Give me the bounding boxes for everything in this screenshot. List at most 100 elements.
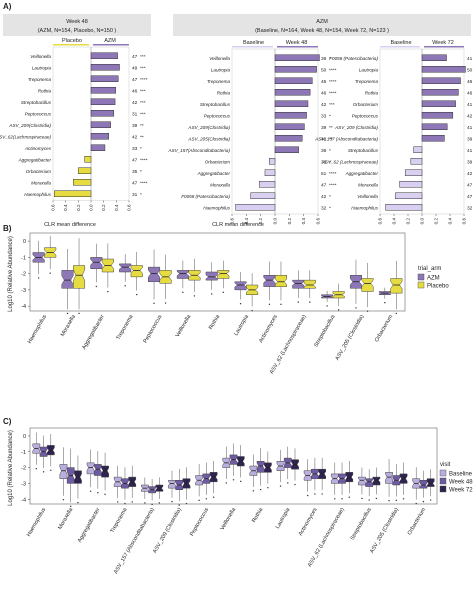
a3-bar xyxy=(421,66,466,73)
c-box xyxy=(365,478,374,487)
a2-n-label: 46 xyxy=(321,90,327,96)
a3-n-label: 41 xyxy=(467,125,473,131)
b-xtick-label: Haemophilus xyxy=(27,314,48,345)
c-outlier xyxy=(171,500,173,503)
c-outlier xyxy=(77,501,79,504)
a3-bar xyxy=(421,89,459,96)
a3-tick-label: 0.6 xyxy=(462,218,467,225)
a1-n-label: 46 xyxy=(132,88,138,94)
a3-bar xyxy=(413,146,423,153)
c-outlier xyxy=(232,479,235,481)
a3-taxon-label: Peptococcus xyxy=(352,113,379,118)
a2-bar xyxy=(264,169,276,176)
b-box xyxy=(217,270,230,279)
cleg-swatch xyxy=(439,469,447,477)
b-box xyxy=(73,265,86,289)
a2-tick-label: 0.2 xyxy=(258,218,263,225)
a3-bar xyxy=(385,204,423,211)
c-outlier xyxy=(306,494,309,497)
azm-subheader: (Baseline, N=164, Week 48, N=154, Week 7… xyxy=(255,28,389,34)
c-outlier xyxy=(62,499,65,501)
a1-bar xyxy=(90,64,120,71)
c-xtick-label: Rothia xyxy=(251,506,265,524)
a2-n-label: 36 xyxy=(321,148,327,154)
c-outlier xyxy=(178,504,180,506)
a2-n-label: 42 xyxy=(321,194,327,200)
a2-tick-label: 0.0 xyxy=(273,218,278,225)
a3-bar xyxy=(421,100,456,107)
a1-bar xyxy=(84,156,92,163)
b-outlier xyxy=(337,309,340,311)
c-xtick-label: Actinomyces xyxy=(298,507,319,537)
a1-sig-label: *** xyxy=(140,88,146,94)
c-outlier xyxy=(321,493,323,495)
a3-bar xyxy=(421,112,454,119)
c-outlier xyxy=(97,492,99,494)
azm-header: AZM xyxy=(316,19,328,25)
b-box xyxy=(130,265,143,278)
c-outlier xyxy=(348,496,350,498)
b-outlier xyxy=(395,312,398,315)
bleg-swatch xyxy=(417,273,425,281)
a3-taxon-label: Veillonella xyxy=(357,194,378,199)
b-box xyxy=(361,278,374,292)
c-legend: Baseline Week 48 Week 72 xyxy=(439,469,473,493)
a2-bar xyxy=(274,123,305,130)
a2-bar xyxy=(269,158,276,165)
a3-n-label: 39 xyxy=(467,159,473,165)
b-outlier xyxy=(164,302,167,304)
c-outlier xyxy=(252,490,255,492)
b-box xyxy=(205,271,218,281)
a2-sig-label: * xyxy=(329,205,331,211)
a3-bar xyxy=(421,135,445,142)
a2-taxon-label: F0058 (Patescibacteria) xyxy=(181,194,230,199)
b-outlier xyxy=(222,291,224,294)
b-outlier xyxy=(366,310,369,312)
a2-n-label: 33 xyxy=(321,113,327,119)
a3-taxon-label: Rothia xyxy=(365,90,379,95)
c-outlier xyxy=(212,496,215,498)
a3-taxon-label: Treponema xyxy=(355,79,379,84)
a2-sig-label: **** xyxy=(329,171,337,177)
a1-sig-label: * xyxy=(140,192,142,198)
a1-sig-label: **** xyxy=(140,157,148,163)
b-ylabel: Log10 (Relative Abundance) xyxy=(8,236,14,312)
a1-bar xyxy=(90,52,118,59)
c-xtick-label: ASV_209 (Clostridia) xyxy=(152,507,183,555)
a3-right-label: Week 72 xyxy=(432,40,454,46)
a2-bar xyxy=(274,66,317,73)
b-xtick-label: Treponema xyxy=(116,313,136,341)
a2-right-label: Week 48 xyxy=(286,40,308,46)
b-outlier xyxy=(136,293,138,296)
b-ytick-label: -1 xyxy=(21,255,26,261)
a3-taxon-label: Aggregatibacter xyxy=(345,171,379,176)
c-outlier xyxy=(42,471,45,473)
a1-bar xyxy=(90,110,115,117)
a1-pos-bar xyxy=(93,44,129,46)
b-outlier xyxy=(124,285,126,287)
c-xtick-label: Aggregatibacter xyxy=(77,507,102,544)
c-outlier xyxy=(422,500,425,503)
b-outlier xyxy=(326,305,328,307)
a1-bar xyxy=(90,98,116,105)
c-ytick-label: 0 xyxy=(23,434,26,440)
c-box xyxy=(358,476,366,486)
c-xtick-label: Lautropia xyxy=(275,506,292,530)
a1-n-label: 47 xyxy=(132,54,138,60)
a1-taxon-label: Rothia xyxy=(38,88,52,93)
a2-sig-label: *** xyxy=(329,102,335,108)
c-box xyxy=(372,476,381,486)
a1-n-label: 42 xyxy=(132,134,138,140)
a2-bar xyxy=(274,54,320,61)
panel-a-label: A) xyxy=(3,2,12,11)
b-outlier xyxy=(49,272,51,274)
cleg-swatch xyxy=(439,485,447,493)
a1-sig-label: *** xyxy=(140,100,146,106)
c-outlier xyxy=(131,501,133,503)
a3-pos-bar xyxy=(424,46,464,48)
a2-tick-label: 0.2 xyxy=(287,218,292,225)
c-outlier xyxy=(89,490,92,492)
a1-tick-label: 0.2 xyxy=(76,204,81,211)
c-outlier xyxy=(104,493,106,496)
